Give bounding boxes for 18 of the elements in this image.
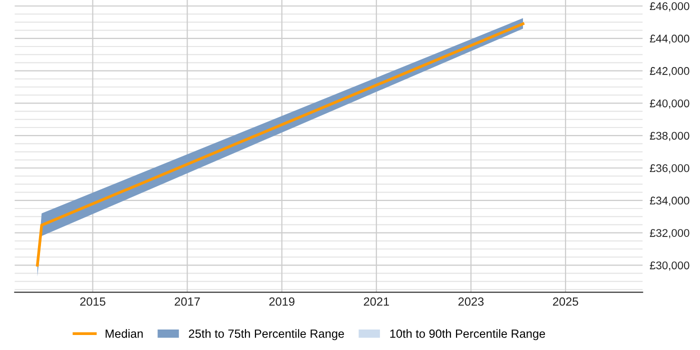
y-tick-label: £36,000 bbox=[650, 164, 690, 174]
x-tick-label: 2019 bbox=[269, 297, 294, 306]
x-tick-label: 2021 bbox=[364, 297, 389, 306]
y-tick-label: £46,000 bbox=[650, 2, 690, 12]
legend-label: Median bbox=[106, 329, 143, 338]
y-tick-label: £30,000 bbox=[650, 261, 690, 271]
x-tick-label: 2017 bbox=[174, 297, 200, 306]
x-tick-label: 2015 bbox=[80, 297, 106, 306]
x-tick-label: 2025 bbox=[552, 297, 578, 306]
y-tick-label: £32,000 bbox=[650, 229, 690, 238]
legend-label: 25th to 75th Percentile Range bbox=[188, 329, 344, 340]
x-tick-label: 2023 bbox=[458, 297, 484, 306]
legend-label: 10th to 90th Percentile Range bbox=[390, 329, 546, 340]
y-tick-label: £40,000 bbox=[650, 99, 690, 109]
y-tick-label: £42,000 bbox=[650, 67, 690, 76]
y-tick-label: £34,000 bbox=[650, 196, 690, 206]
y-tick-label: £38,000 bbox=[650, 132, 690, 142]
y-tick-label: £44,000 bbox=[650, 34, 690, 44]
